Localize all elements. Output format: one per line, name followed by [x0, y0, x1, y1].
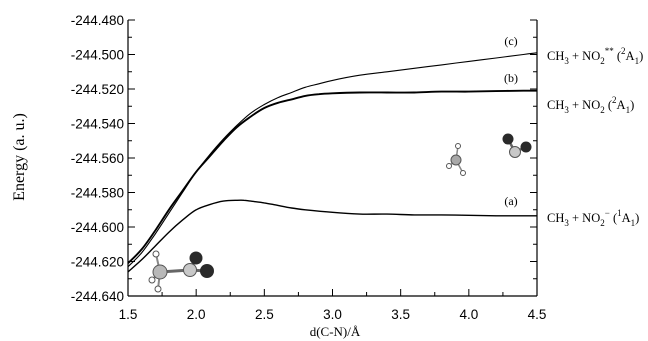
y-axis-label: Energy (a. u.) — [11, 113, 28, 201]
x-axis-label: d(C-N)/Å — [310, 324, 361, 339]
series-line — [127, 199, 537, 273]
series-line — [127, 52, 538, 268]
y-axis: -244.480 -244.500 -244.520 -244.540 -244.560… — [71, 13, 537, 304]
x-tick-label: 1.5 — [119, 307, 138, 322]
x-axis: 1.5 2.0 2.5 3.0 3.5 4.0 4.5 — [119, 289, 547, 322]
y-tick-label: -244.480 — [71, 13, 124, 28]
ch3no2-molecule-icon — [148, 250, 214, 293]
y-tick-label: -244.520 — [71, 82, 124, 97]
y-tick-label: -244.560 — [71, 151, 124, 166]
y-tick-label: -244.600 — [71, 220, 124, 235]
state-annotation: CH3 + NO2** (2A1) — [547, 46, 643, 66]
curve-tag: (b) — [504, 71, 518, 85]
x-tick-label: 3.0 — [323, 307, 342, 322]
y-tick-label: -244.620 — [71, 255, 124, 270]
annotations: CH3 + NO2** (2A1) CH3 + NO2 (2A1) CH3 + NO… — [547, 46, 643, 228]
series-line — [127, 89, 537, 264]
y-tick-label: -244.540 — [71, 117, 124, 132]
x-tick-label: 4.5 — [528, 307, 547, 322]
x-tick-label: 2.0 — [187, 307, 206, 322]
curves — [127, 52, 538, 273]
x-tick-label: 2.5 — [255, 307, 274, 322]
x-tick-label: 3.5 — [391, 307, 410, 322]
state-annotation: CH3 + NO2 (2A1) — [547, 95, 634, 115]
state-annotation: CH3 + NO2− (1A1) — [547, 208, 639, 228]
no2-molecule-icon — [502, 133, 532, 158]
y-tick-label: -244.580 — [71, 186, 124, 201]
curve-tag: (c) — [504, 34, 517, 48]
x-tick-label: 4.0 — [459, 307, 478, 322]
curve-tags: (c) (b) (a) — [504, 34, 518, 208]
ch3-radical-icon — [446, 143, 466, 176]
plot-frame — [127, 20, 538, 297]
y-tick-label: -244.500 — [71, 48, 124, 63]
y-axis-title: Energy (a. u.) — [11, 113, 28, 201]
curve-tag: (a) — [504, 194, 517, 208]
y-tick-label: -244.640 — [71, 289, 124, 304]
